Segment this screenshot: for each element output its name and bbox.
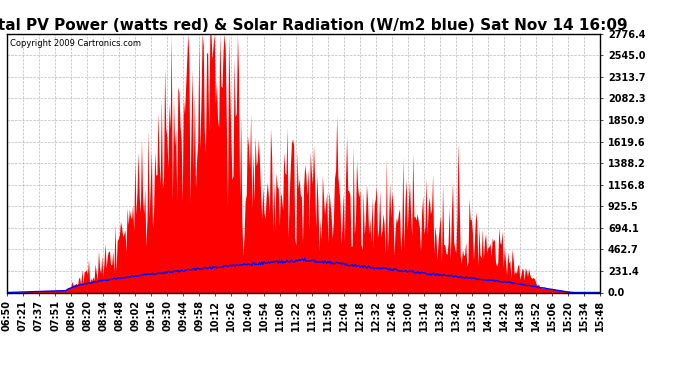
Text: Copyright 2009 Cartronics.com: Copyright 2009 Cartronics.com (10, 39, 141, 48)
Title: Total PV Power (watts red) & Solar Radiation (W/m2 blue) Sat Nov 14 16:09: Total PV Power (watts red) & Solar Radia… (0, 18, 628, 33)
